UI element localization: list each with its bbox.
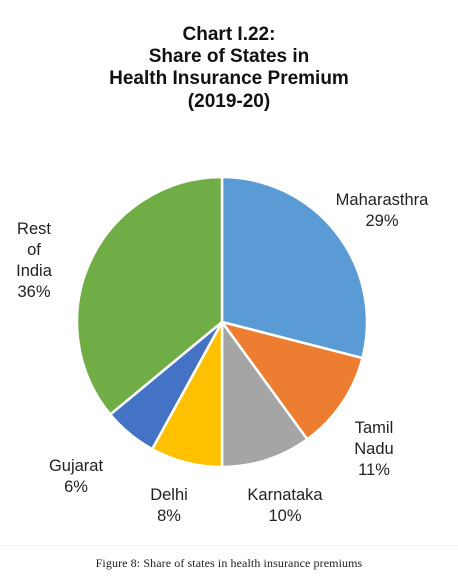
slice-label-delhi: Delhi 8% xyxy=(150,486,188,525)
slice-label-rest-of-india: Rest of India 36% xyxy=(16,220,53,301)
figure-caption: Figure 8: Share of states in health insu… xyxy=(95,556,363,570)
pie-slice-karnataka xyxy=(220,320,309,469)
chart-title-line-1: Chart I.22: xyxy=(183,24,276,45)
slice-label-karnataka: Karnataka 10% xyxy=(247,486,323,525)
chart-panel: Chart I.22: Share of States in Health In… xyxy=(16,24,430,525)
slice-label-maharasthra: Maharasthra 29% xyxy=(336,191,429,230)
chart-title-line-3: Health Insurance Premium xyxy=(109,68,349,89)
pie-slice-rest-of-india xyxy=(75,175,224,416)
pie-slices xyxy=(75,175,369,469)
chart-title-line-2: Share of States in xyxy=(149,46,310,67)
pie-slice-tamil-nadu xyxy=(220,320,364,441)
divider xyxy=(0,545,458,546)
pie-chart: Chart I.22: Share of States in Health In… xyxy=(16,24,429,525)
slice-labels: Maharasthra 29% Tamil Nadu 11% Karnataka 10% De… xyxy=(16,191,429,525)
chart-title: Chart I.22: Share of States in Health In… xyxy=(109,24,349,112)
slice-label-gujarat: Gujarat 6% xyxy=(49,457,104,496)
pie-slice-maharasthra xyxy=(220,175,369,360)
slice-label-tamil-nadu: Tamil Nadu 11% xyxy=(354,419,393,479)
chart-title-line-4: (2019-20) xyxy=(188,91,270,112)
